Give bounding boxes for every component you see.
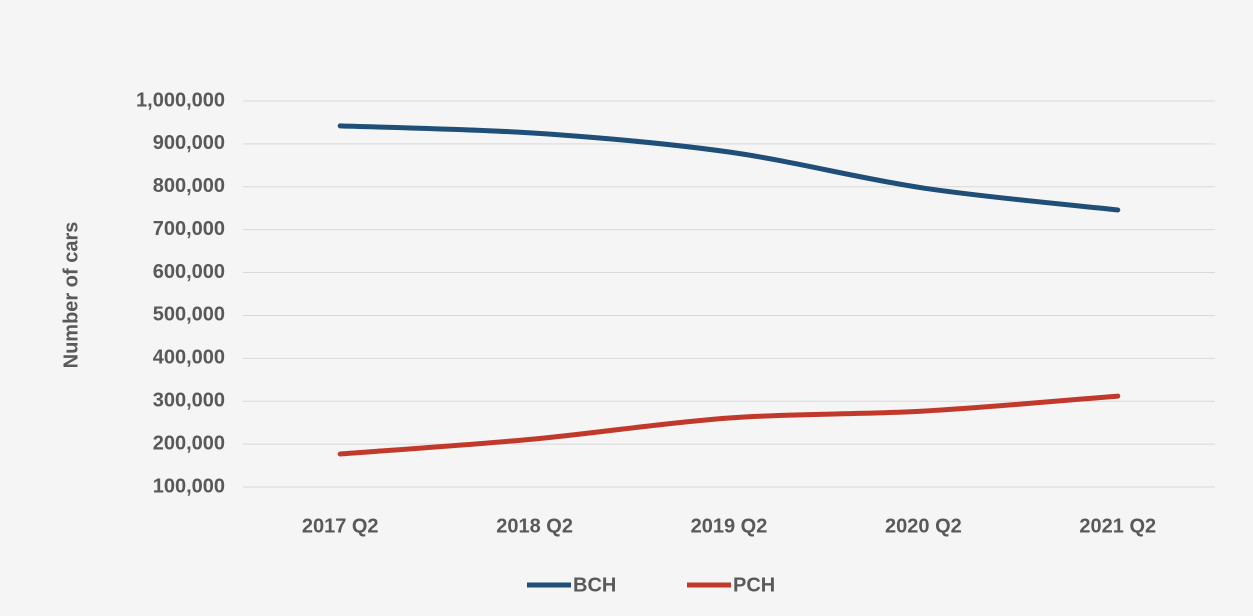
line-series: [337, 393, 1121, 457]
x-tick-label: 2021 Q2: [1079, 515, 1156, 537]
x-tick-label: 2019 Q2: [691, 515, 768, 537]
y-tick-label: 500,000: [153, 304, 225, 326]
x-tick-label: 2017 Q2: [302, 515, 379, 537]
y-tick-label: 300,000: [153, 390, 225, 412]
y-tick-label: 700,000: [153, 218, 225, 240]
x-tick-label: 2018 Q2: [496, 515, 573, 537]
x-tick-label: 2020 Q2: [885, 515, 962, 537]
y-tick-label: 800,000: [153, 175, 225, 197]
legend-label: PCH: [733, 574, 775, 596]
y-tick-label: 1,000,000: [136, 89, 225, 111]
line-series: [337, 123, 1121, 213]
y-tick-label: 600,000: [153, 261, 225, 283]
legend-label: BCH: [573, 574, 616, 596]
y-axis-title: Number of cars: [60, 222, 82, 369]
y-tick-label: 100,000: [153, 475, 225, 497]
y-tick-label: 200,000: [153, 432, 225, 454]
y-tick-label: 900,000: [153, 132, 225, 154]
y-tick-label: 400,000: [153, 347, 225, 369]
